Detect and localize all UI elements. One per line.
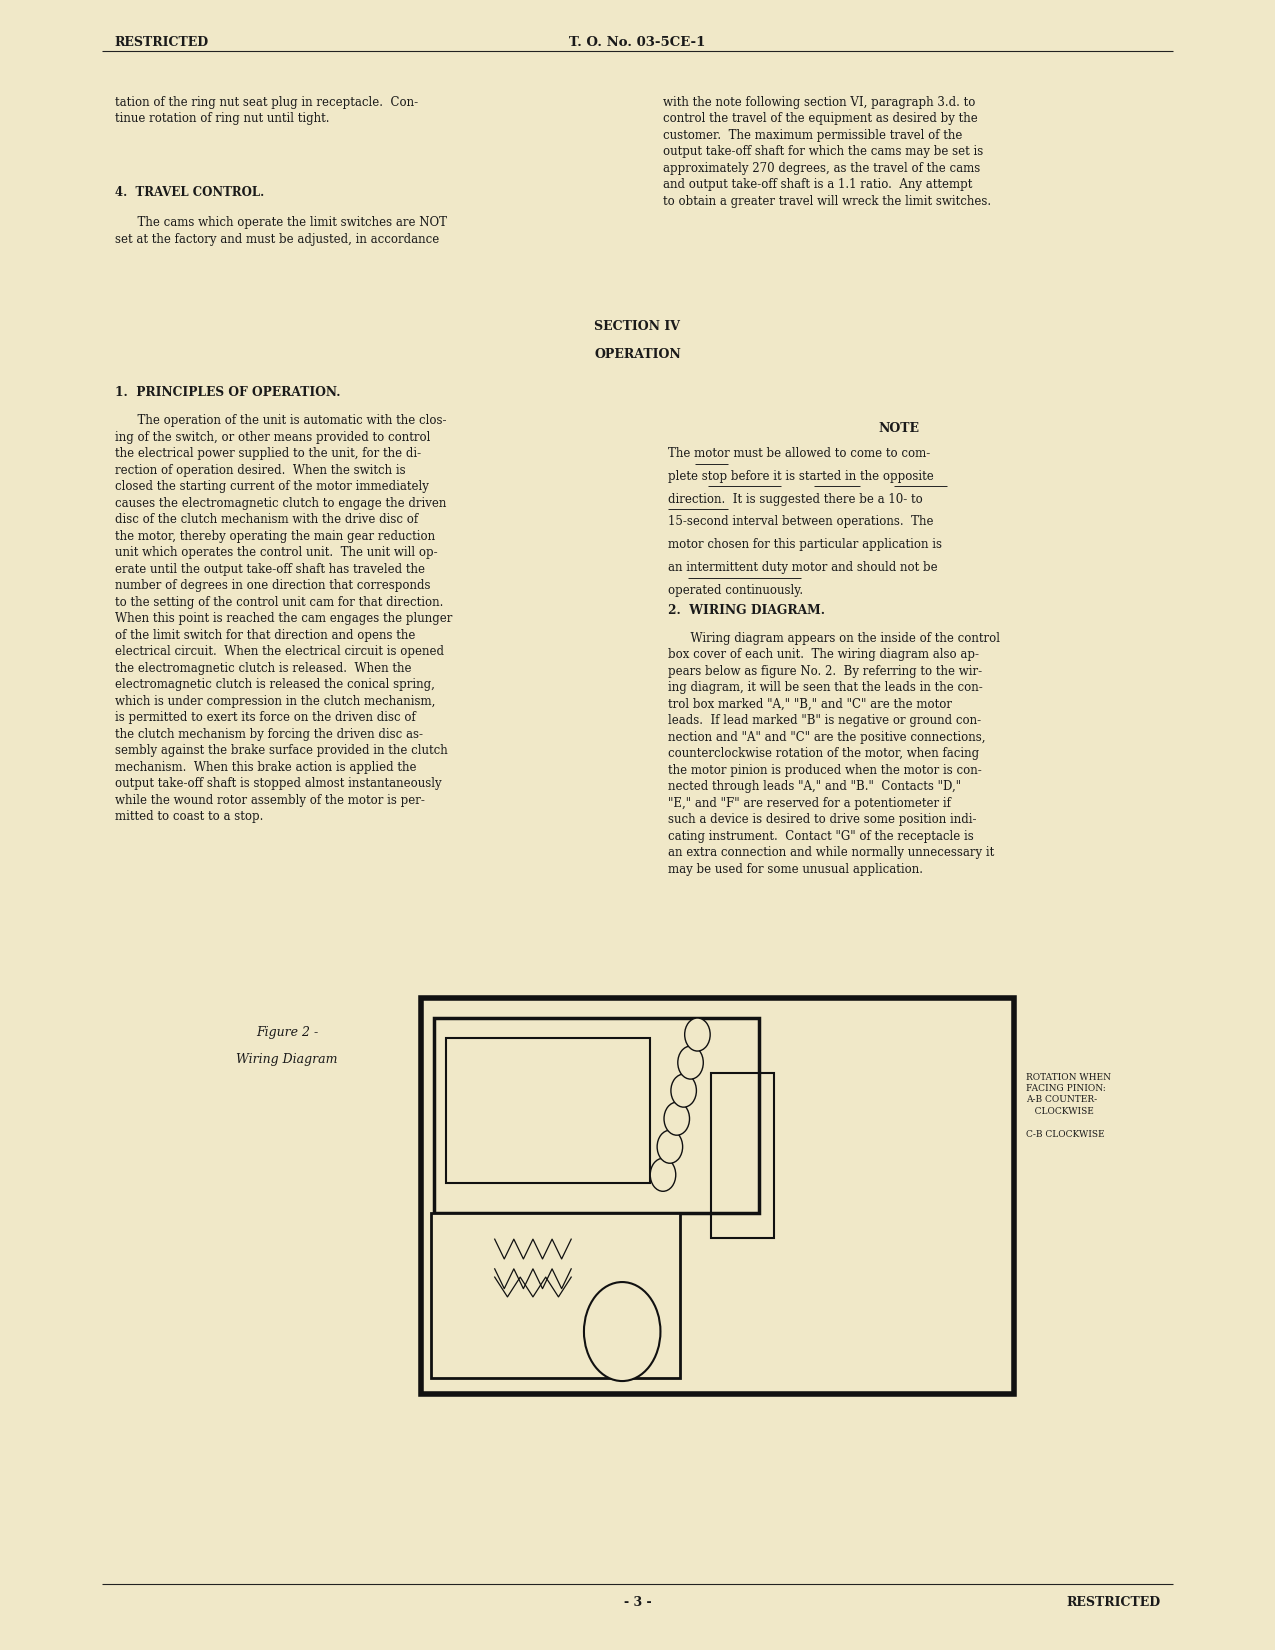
Text: tation of the ring nut seat plug in receptacle.  Con-
tinue rotation of ring nut: tation of the ring nut seat plug in rece…	[115, 96, 418, 125]
Circle shape	[671, 1074, 696, 1107]
Text: E: E	[688, 1054, 694, 1061]
Text: CCW: CCW	[570, 1117, 589, 1125]
Text: SECTION IV: SECTION IV	[594, 320, 681, 333]
Text: 15-second interval between operations.  The: 15-second interval between operations. T…	[668, 515, 933, 528]
Text: D: D	[681, 1082, 686, 1089]
Text: 7 #20 LEADS
(USE 6 ONLY): 7 #20 LEADS (USE 6 ONLY)	[704, 1287, 762, 1305]
Text: The cams which operate the limit switches are NOT
set at the factory and must be: The cams which operate the limit switche…	[115, 216, 446, 246]
Text: 2.  WIRING DIAGRAM.: 2. WIRING DIAGRAM.	[668, 604, 825, 617]
Circle shape	[685, 1018, 710, 1051]
Bar	[462, 1117, 564, 1167]
Text: CLUTCH
COIL: CLUTCH COIL	[437, 1279, 472, 1297]
Text: FIELD
COILS: FIELD COILS	[441, 1226, 467, 1244]
Text: RESTRICTED: RESTRICTED	[1066, 1596, 1160, 1609]
Text: D E F  RESERVED
FOR POTENTIOMETER: D E F RESERVED FOR POTENTIOMETER	[704, 1350, 801, 1368]
Bar	[710, 1072, 774, 1238]
Text: MICRO
SWITCH: MICRO SWITCH	[496, 1120, 529, 1138]
Text: Figure 2 -: Figure 2 -	[256, 1026, 317, 1040]
Bar	[421, 998, 1014, 1394]
Bar	[446, 1038, 650, 1183]
Circle shape	[650, 1158, 676, 1191]
Text: direction.  It is suggested there be a 10- to: direction. It is suggested there be a 10…	[668, 493, 923, 505]
Text: F: F	[695, 1026, 700, 1033]
Text: The motor must be allowed to come to com-: The motor must be allowed to come to com…	[668, 447, 931, 460]
Text: 4.  TRAVEL CONTROL.: 4. TRAVEL CONTROL.	[115, 186, 264, 200]
Text: Wiring Diagram: Wiring Diagram	[236, 1053, 338, 1066]
Text: B: B	[667, 1138, 672, 1145]
Circle shape	[657, 1130, 682, 1163]
Text: operated continuously.: operated continuously.	[668, 584, 803, 597]
Circle shape	[664, 1102, 690, 1135]
Text: Wiring diagram appears on the inside of the control
box cover of each unit.  The: Wiring diagram appears on the inside of …	[668, 632, 1000, 876]
Text: plete stop before it is started in the opposite: plete stop before it is started in the o…	[668, 470, 933, 483]
Text: COMMON: COMMON	[571, 1308, 612, 1317]
Circle shape	[678, 1046, 704, 1079]
Bar	[462, 1054, 564, 1104]
Text: MICRO
SWITCH: MICRO SWITCH	[496, 1058, 529, 1076]
Text: A: A	[660, 1167, 666, 1173]
Text: motor chosen for this particular application is: motor chosen for this particular applica…	[668, 538, 942, 551]
Circle shape	[584, 1282, 660, 1381]
Text: C: C	[674, 1110, 680, 1117]
Text: NOTE: NOTE	[878, 422, 919, 436]
Text: OPERATION: OPERATION	[594, 348, 681, 361]
Bar	[431, 1213, 680, 1378]
Text: - 3 -: - 3 -	[623, 1596, 652, 1609]
Bar	[434, 1018, 759, 1213]
Text: The operation of the unit is automatic with the clos-
ing of the switch, or othe: The operation of the unit is automatic w…	[115, 414, 453, 823]
Text: ROTATION WHEN
FACING PINION:
A-B COUNTER-
   CLOCKWISE

C-B CLOCKWISE: ROTATION WHEN FACING PINION: A-B COUNTER…	[1026, 1072, 1112, 1138]
Text: T. O. No. 03-5CE-1: T. O. No. 03-5CE-1	[570, 36, 705, 50]
Text: an intermittent duty motor and should not be: an intermittent duty motor and should no…	[668, 561, 937, 574]
Text: 1.  PRINCIPLES OF OPERATION.: 1. PRINCIPLES OF OPERATION.	[115, 386, 340, 399]
Text: RESTRICTED: RESTRICTED	[115, 36, 209, 50]
Text: with the note following section VI, paragraph 3.d. to
control the travel of the : with the note following section VI, para…	[663, 96, 991, 208]
Text: CW: CW	[440, 1242, 454, 1251]
